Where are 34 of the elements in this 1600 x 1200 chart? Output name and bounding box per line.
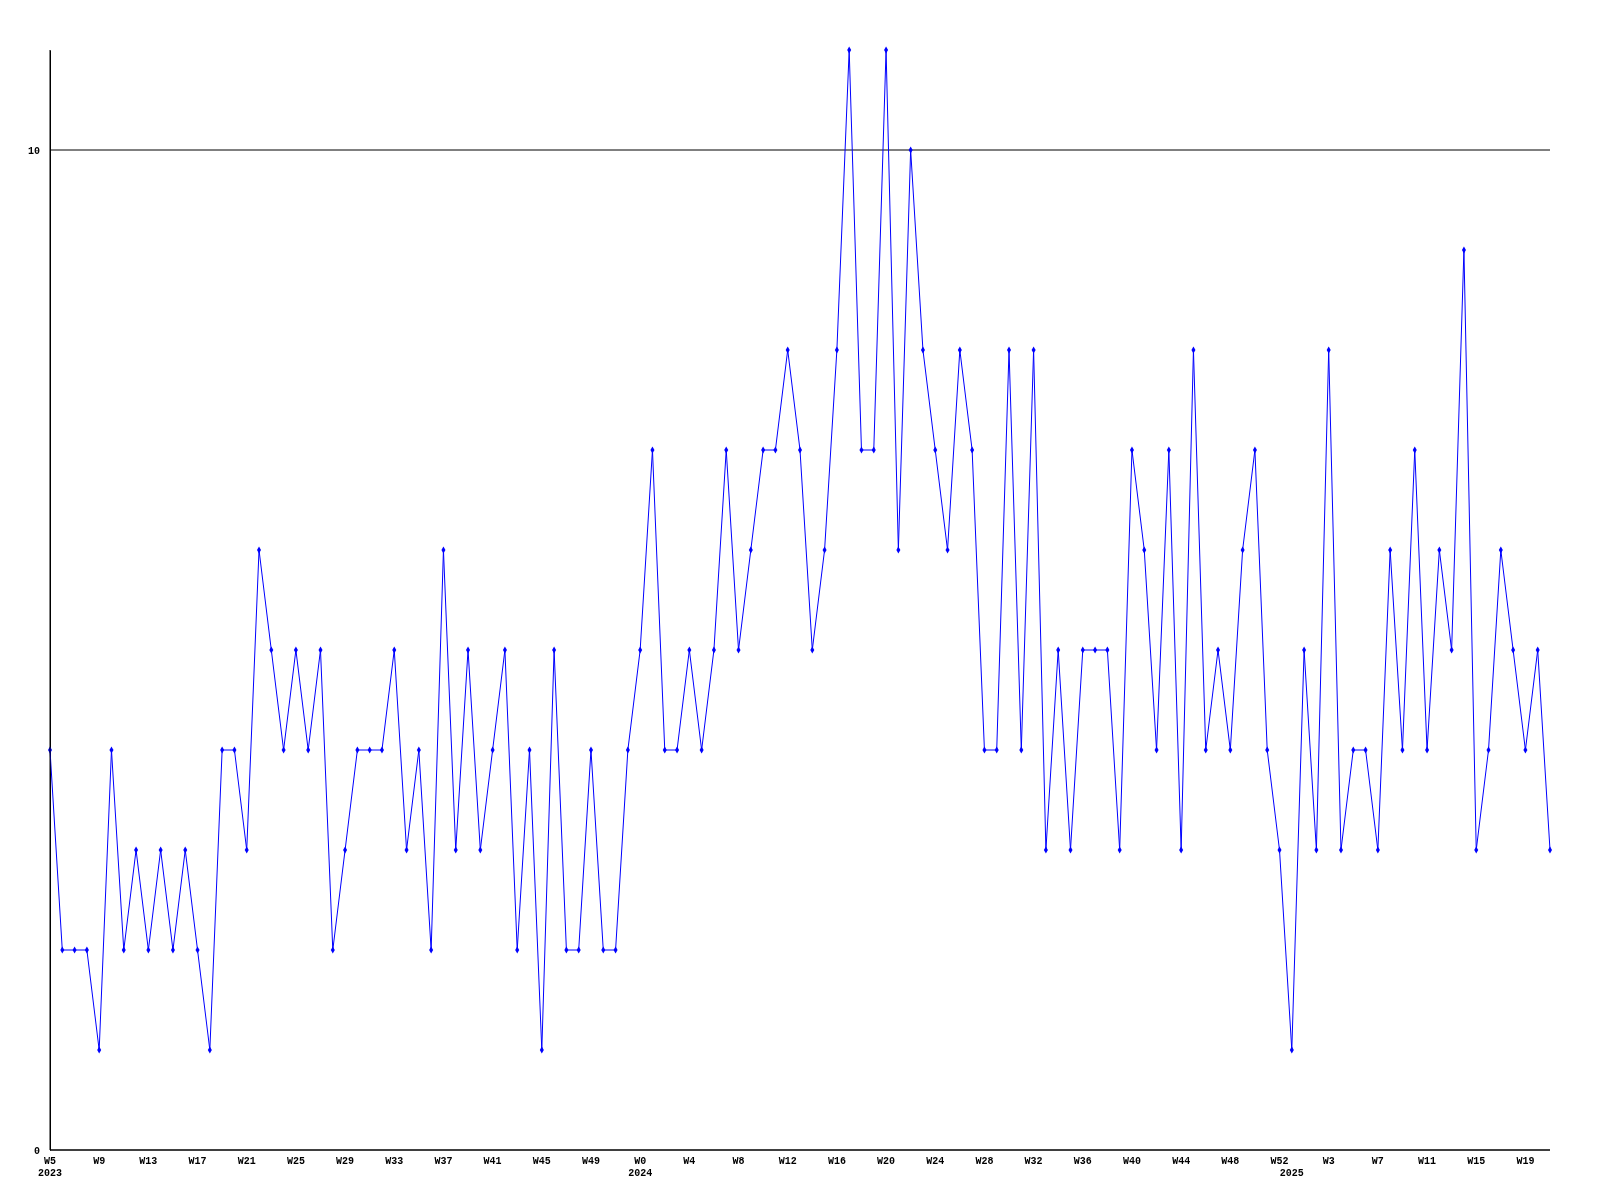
x-tick-label: W4 — [683, 1156, 696, 1167]
x-tick-label: W17 — [188, 1156, 207, 1167]
x-tick-label: W11 — [1418, 1156, 1437, 1167]
x-tick-label: W32 — [1024, 1156, 1043, 1167]
x-tick-label: W41 — [483, 1156, 502, 1167]
x-tick-label: W20 — [877, 1156, 896, 1167]
x-tick-label: W16 — [827, 1156, 846, 1167]
y-tick-label: 10 — [27, 145, 40, 157]
x-tick-label: W21 — [237, 1156, 256, 1167]
x-tick-label: W8 — [732, 1156, 745, 1167]
x-tick-label: W3 — [1322, 1156, 1335, 1167]
x-tick-label: W52 — [1270, 1156, 1289, 1167]
x-tick-label: W24 — [926, 1156, 945, 1167]
x-tick-label: W45 — [532, 1156, 551, 1167]
x-tick-label: W44 — [1172, 1156, 1191, 1167]
x-tick-label: 2025 — [1279, 1168, 1304, 1179]
x-tick-label: W25 — [286, 1156, 305, 1167]
x-tick-label: W0 2024 — [628, 1156, 653, 1179]
x-tick-label: W9 — [93, 1156, 106, 1167]
x-tick-label: W36 — [1073, 1156, 1092, 1167]
x-tick-label: W29 — [336, 1156, 355, 1167]
x-tick-label: W7 — [1371, 1156, 1384, 1167]
x-tick-label: W15 — [1467, 1156, 1486, 1167]
x-tick-label: W37 — [434, 1156, 453, 1167]
x-tick-label: W12 — [778, 1156, 797, 1167]
x-tick-label: W28 — [975, 1156, 994, 1167]
x-tick-label: W19 — [1516, 1156, 1535, 1167]
x-tick-label: W5 2023 — [37, 1156, 63, 1179]
x-tick-label: W49 — [581, 1156, 600, 1167]
x-tick-label: W40 — [1122, 1156, 1141, 1167]
y-tick-label: 0 — [33, 1145, 40, 1157]
x-tick-label: W48 — [1221, 1156, 1240, 1167]
x-tick-label: W33 — [385, 1156, 404, 1167]
x-tick-label: W13 — [139, 1156, 158, 1167]
